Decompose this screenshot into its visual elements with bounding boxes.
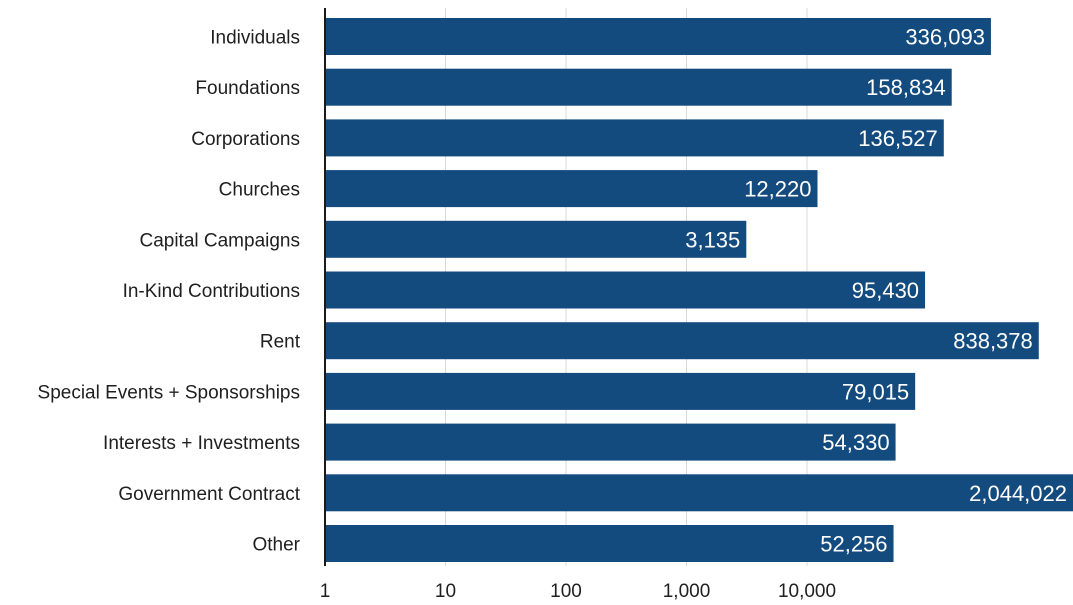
bar-value-label: 2,044,022 [969,481,1067,506]
tick-labels: 1 10 100 1,000 10,000 [320,581,836,602]
bar [325,18,991,55]
bar-value-label: 336,093 [905,25,985,50]
bar-value-label: 54,330 [822,430,889,455]
bar [325,119,944,157]
bar [325,322,1039,360]
bar [325,525,894,562]
bar-value-label: 79,015 [842,379,909,404]
bar [325,474,1073,512]
category-labels: Individuals Foundations Corporations Church… [38,28,301,556]
bar-value-label: 12,220 [744,177,811,202]
bar-value-label: 158,834 [866,75,946,100]
x-tick-label: 10,000 [778,581,836,602]
x-tick-label: 1 [320,581,331,602]
category-label: Special Events + Sponsorships [38,382,300,403]
x-tick-label: 10 [435,581,456,602]
category-label: Churches [219,180,300,201]
bar-value-label: 3,135 [685,227,740,252]
bar [325,220,747,258]
category-label: Government Contract [118,484,300,505]
bar-value-label: 838,378 [953,329,1033,354]
category-label: Capital Campaigns [139,230,300,251]
bar [325,372,916,410]
bar-value-label: 95,430 [852,278,919,303]
category-label: Individuals [210,28,300,49]
bar [325,170,818,208]
category-label: Rent [260,332,301,353]
category-label: In-Kind Contributions [123,281,300,302]
bar-value-label: 136,527 [858,126,938,151]
bar [325,68,952,106]
x-tick-label: 100 [550,581,582,602]
x-tick-label: 1,000 [663,581,711,602]
bar [325,423,896,461]
bar-value-label: 52,256 [820,532,887,557]
category-label: Other [252,535,300,556]
bar [325,271,926,309]
category-label: Foundations [195,78,300,99]
category-label: Corporations [191,129,300,150]
category-label: Interests + Investments [103,433,300,454]
